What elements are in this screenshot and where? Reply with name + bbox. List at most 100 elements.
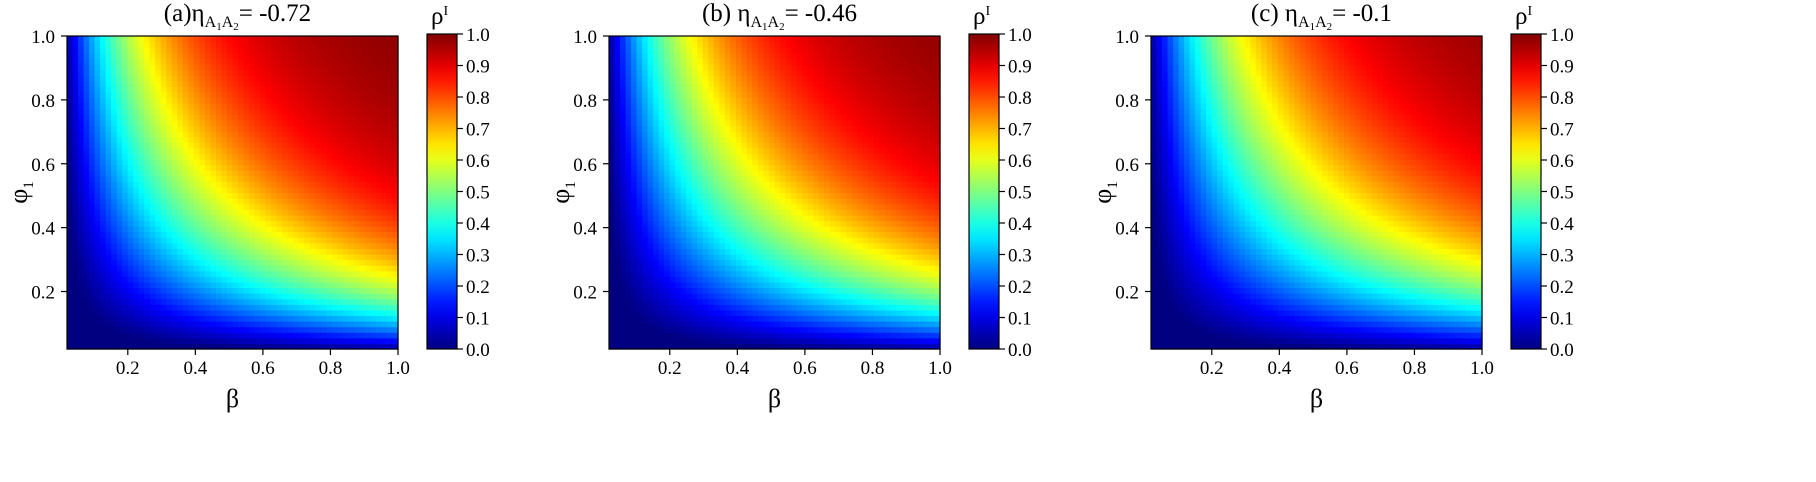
- heatmap-cell: [337, 226, 344, 233]
- heatmap-cell: [199, 304, 206, 311]
- heatmap-cell: [752, 147, 759, 154]
- heatmap-cell: [72, 337, 79, 345]
- heatmap-cell: [149, 276, 156, 283]
- heatmap-cell: [298, 63, 305, 71]
- heatmap-cell: [166, 304, 173, 311]
- heatmap-cell: [260, 248, 267, 255]
- heatmap-cell: [331, 343, 338, 350]
- heatmap-cell: [260, 142, 267, 149]
- heatmap-cell: [315, 343, 322, 350]
- heatmap-cell: [67, 175, 74, 182]
- heatmap-cell: [138, 209, 145, 216]
- heatmap-cell: [364, 203, 372, 210]
- heatmap-cell: [293, 309, 300, 317]
- heatmap-cell: [298, 198, 305, 205]
- heatmap-cell: [94, 125, 101, 132]
- heatmap-cell: [144, 69, 151, 76]
- heatmap-cell: [724, 147, 731, 154]
- heatmap-cell: [144, 337, 151, 345]
- heatmap-cell: [304, 242, 311, 249]
- heatmap-cell: [636, 186, 643, 194]
- heatmap-cell: [215, 203, 223, 210]
- heatmap-cell: [697, 231, 704, 238]
- heatmap-cell: [741, 136, 748, 143]
- heatmap-cell: [72, 175, 79, 182]
- heatmap-cell: [210, 75, 217, 82]
- heatmap-cell: [204, 47, 212, 54]
- heatmap-cell: [697, 153, 704, 160]
- heatmap-cell: [757, 52, 765, 59]
- heatmap-cell: [331, 108, 338, 115]
- heatmap-cell: [697, 248, 704, 255]
- heatmap-cell: [735, 136, 742, 143]
- heatmap-cell: [271, 293, 278, 300]
- heatmap-cell: [353, 63, 360, 71]
- heatmap-cell: [193, 237, 200, 244]
- heatmap-cell: [680, 309, 687, 317]
- heatmap-cell: [304, 209, 311, 216]
- heatmap-cell: [304, 119, 311, 127]
- heatmap-cell: [724, 170, 731, 177]
- heatmap-cell: [249, 136, 256, 143]
- heatmap-cell: [221, 203, 228, 210]
- heatmap-cell: [669, 242, 676, 249]
- heatmap-cell: [282, 147, 289, 154]
- heatmap-cell: [675, 192, 682, 199]
- heatmap-cell: [78, 242, 85, 249]
- heatmap-cell: [309, 52, 316, 59]
- heatmap-cell: [642, 214, 649, 222]
- heatmap-cell: [265, 287, 272, 294]
- heatmap-cell: [144, 203, 151, 210]
- heatmap-cell: [625, 108, 632, 115]
- heatmap-cell: [249, 321, 256, 328]
- heatmap-cell: [271, 214, 278, 222]
- heatmap-cell: [719, 63, 726, 71]
- heatmap-cell: [713, 164, 720, 171]
- heatmap-cell: [702, 80, 709, 87]
- heatmap-cell: [133, 86, 140, 93]
- heatmap-cell: [116, 181, 123, 188]
- heatmap-cell: [243, 309, 250, 317]
- heatmap-cell: [177, 86, 184, 93]
- heatmap-cell: [364, 86, 372, 93]
- heatmap-cell: [370, 91, 377, 99]
- heatmap-cell: [370, 242, 377, 249]
- heatmap-cell: [724, 136, 731, 143]
- heatmap-cell: [89, 265, 96, 272]
- heatmap-cell: [111, 97, 118, 104]
- heatmap-cell: [675, 69, 682, 76]
- heatmap-cell: [89, 164, 96, 171]
- heatmap-cell: [669, 114, 676, 121]
- heatmap-cell: [100, 36, 107, 43]
- heatmap-cell: [691, 321, 698, 328]
- heatmap-cell: [105, 321, 112, 328]
- heatmap-cell: [691, 75, 698, 82]
- heatmap-cell: [160, 237, 167, 244]
- heatmap-cell: [342, 86, 349, 93]
- heatmap-cell: [741, 158, 748, 166]
- heatmap-cell: [193, 63, 200, 71]
- heatmap-cell: [381, 326, 388, 333]
- heatmap-cell: [221, 58, 228, 65]
- heatmap-cell: [364, 332, 372, 339]
- heatmap-cell: [149, 52, 156, 59]
- heatmap-cell: [741, 131, 748, 138]
- heatmap-cell: [67, 281, 74, 289]
- heatmap-cell: [149, 108, 156, 115]
- heatmap-cell: [691, 186, 698, 194]
- heatmap-cell: [254, 131, 261, 138]
- heatmap-cell: [364, 47, 372, 54]
- heatmap-cell: [243, 103, 250, 110]
- heatmap-cell: [386, 293, 394, 300]
- heatmap-cell: [127, 80, 134, 87]
- heatmap-cell: [724, 198, 731, 205]
- heatmap-cell: [713, 293, 720, 300]
- heatmap-cell: [675, 242, 682, 249]
- heatmap-cell: [331, 47, 338, 54]
- heatmap-cell: [331, 131, 338, 138]
- heatmap-cell: [149, 231, 156, 238]
- heatmap-cell: [271, 343, 278, 350]
- heatmap-cell: [138, 119, 145, 127]
- heatmap-cell: [232, 309, 239, 317]
- heatmap-cell: [238, 198, 245, 205]
